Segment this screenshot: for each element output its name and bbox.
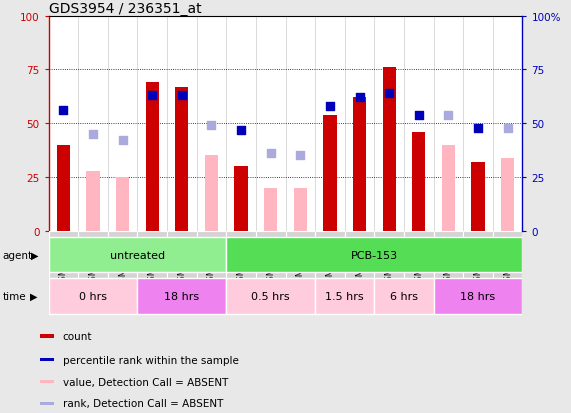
Text: GSM149390: GSM149390: [415, 235, 423, 285]
Bar: [226, 231, 256, 279]
Bar: [463, 231, 493, 279]
Bar: [49, 279, 138, 314]
Text: ▶: ▶: [31, 250, 39, 260]
Bar: [264, 188, 278, 231]
Point: [207, 123, 216, 129]
Bar: [116, 178, 129, 231]
Text: time: time: [3, 291, 26, 301]
Text: 6 hrs: 6 hrs: [390, 291, 418, 301]
Text: 18 hrs: 18 hrs: [460, 291, 496, 301]
Bar: [57, 145, 70, 231]
Point: [266, 151, 275, 157]
Text: count: count: [63, 331, 92, 341]
Bar: [383, 68, 396, 231]
Text: value, Detection Call = ABSENT: value, Detection Call = ABSENT: [63, 377, 228, 387]
Text: 0 hrs: 0 hrs: [79, 291, 107, 301]
Point: [118, 138, 127, 145]
Bar: [235, 167, 248, 231]
Text: GSM149387: GSM149387: [325, 235, 335, 286]
Point: [473, 125, 482, 131]
Bar: [146, 83, 159, 231]
Bar: [108, 231, 138, 279]
Bar: [40, 358, 54, 362]
Bar: [138, 279, 226, 314]
Text: GSM149391: GSM149391: [444, 235, 453, 285]
Bar: [323, 115, 336, 231]
Bar: [49, 231, 78, 279]
Bar: [86, 171, 99, 231]
Bar: [175, 88, 188, 231]
Text: GSM149384: GSM149384: [236, 235, 246, 286]
Bar: [40, 380, 54, 383]
Bar: [196, 231, 226, 279]
Bar: [315, 279, 375, 314]
Bar: [493, 231, 522, 279]
Bar: [404, 231, 433, 279]
Bar: [412, 133, 425, 231]
Text: GSM149389: GSM149389: [385, 235, 393, 286]
Text: GSM154183: GSM154183: [178, 235, 186, 286]
Bar: [353, 98, 366, 231]
Bar: [205, 156, 218, 231]
Text: untreated: untreated: [110, 250, 165, 260]
Text: agent: agent: [3, 250, 33, 260]
Bar: [501, 158, 514, 231]
Text: GSM149385: GSM149385: [266, 235, 275, 286]
Text: GSM149393: GSM149393: [503, 235, 512, 286]
Text: GDS3954 / 236351_at: GDS3954 / 236351_at: [49, 2, 201, 16]
Bar: [345, 231, 375, 279]
Text: GSM149392: GSM149392: [473, 235, 482, 285]
Point: [444, 112, 453, 119]
Text: GSM149383: GSM149383: [118, 235, 127, 286]
Point: [355, 95, 364, 102]
Text: 1.5 hrs: 1.5 hrs: [325, 291, 364, 301]
Bar: [226, 279, 315, 314]
Bar: [315, 231, 345, 279]
Bar: [442, 145, 455, 231]
Bar: [472, 163, 485, 231]
Bar: [138, 231, 167, 279]
Text: ▶: ▶: [30, 291, 37, 301]
Bar: [433, 279, 522, 314]
Bar: [49, 237, 226, 273]
Text: GSM149381: GSM149381: [59, 235, 68, 286]
Bar: [433, 231, 463, 279]
Text: GSM154182: GSM154182: [148, 235, 156, 285]
Point: [89, 131, 98, 138]
Bar: [375, 279, 433, 314]
Bar: [293, 188, 307, 231]
Bar: [40, 335, 54, 338]
Bar: [226, 237, 522, 273]
Bar: [256, 231, 286, 279]
Text: rank, Detection Call = ABSENT: rank, Detection Call = ABSENT: [63, 399, 223, 408]
Bar: [375, 231, 404, 279]
Point: [414, 112, 423, 119]
Text: GSM149382: GSM149382: [89, 235, 98, 286]
Text: 0.5 hrs: 0.5 hrs: [251, 291, 290, 301]
Text: percentile rank within the sample: percentile rank within the sample: [63, 355, 239, 365]
Point: [148, 93, 157, 99]
Text: 18 hrs: 18 hrs: [164, 291, 199, 301]
Point: [177, 93, 186, 99]
Bar: [167, 231, 196, 279]
Point: [503, 125, 512, 131]
Text: GSM149388: GSM149388: [355, 235, 364, 286]
Text: GSM154184: GSM154184: [207, 235, 216, 285]
Bar: [40, 401, 54, 405]
Text: GSM149386: GSM149386: [296, 235, 305, 286]
Point: [325, 103, 335, 110]
Point: [296, 153, 305, 159]
Point: [59, 108, 68, 114]
Bar: [286, 231, 315, 279]
Point: [385, 90, 394, 97]
Text: PCB-153: PCB-153: [351, 250, 398, 260]
Point: [236, 127, 246, 134]
Bar: [78, 231, 108, 279]
